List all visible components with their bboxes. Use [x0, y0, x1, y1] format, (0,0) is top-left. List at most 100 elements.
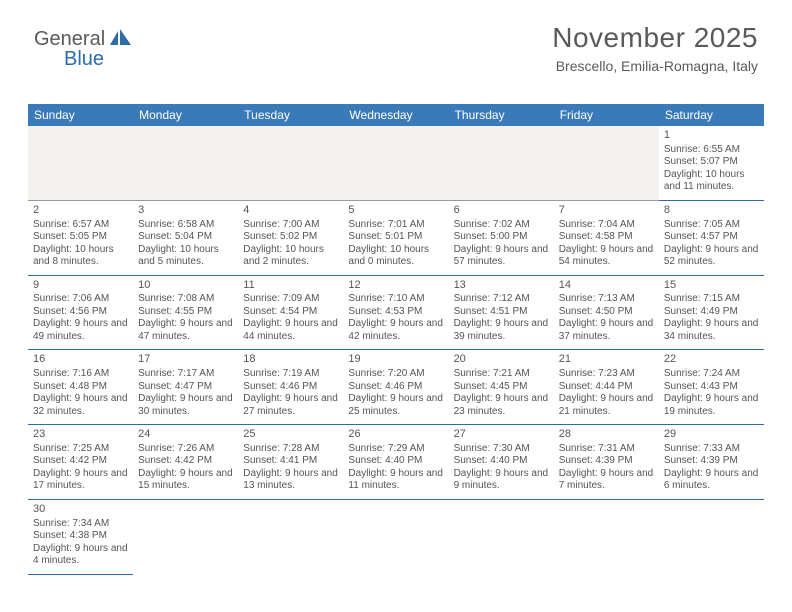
- sunrise-text: Sunrise: 7:17 AM: [138, 368, 233, 381]
- day-number: 13: [454, 279, 549, 293]
- sunset-text: Sunset: 5:01 PM: [348, 231, 443, 244]
- calendar-cell: 15Sunrise: 7:15 AMSunset: 4:49 PMDayligh…: [659, 275, 764, 350]
- calendar-cell: 16Sunrise: 7:16 AMSunset: 4:48 PMDayligh…: [28, 350, 133, 425]
- weekday-header: Friday: [554, 104, 659, 126]
- calendar-row: 9Sunrise: 7:06 AMSunset: 4:56 PMDaylight…: [28, 275, 764, 350]
- calendar-cell-empty: [133, 499, 238, 574]
- day-number: 25: [243, 428, 338, 442]
- day-number: 5: [348, 204, 443, 218]
- calendar-cell: 23Sunrise: 7:25 AMSunset: 4:42 PMDayligh…: [28, 425, 133, 500]
- calendar-cell: 19Sunrise: 7:20 AMSunset: 4:46 PMDayligh…: [343, 350, 448, 425]
- weekday-header: Tuesday: [238, 104, 343, 126]
- day-number: 6: [454, 204, 549, 218]
- calendar-cell: 3Sunrise: 6:58 AMSunset: 5:04 PMDaylight…: [133, 200, 238, 275]
- location-text: Brescello, Emilia-Romagna, Italy: [552, 58, 758, 74]
- sunset-text: Sunset: 4:57 PM: [664, 231, 759, 244]
- sunset-text: Sunset: 4:55 PM: [138, 306, 233, 319]
- day-number: 4: [243, 204, 338, 218]
- calendar-cell: 30Sunrise: 7:34 AMSunset: 4:38 PMDayligh…: [28, 499, 133, 574]
- calendar-cell: 24Sunrise: 7:26 AMSunset: 4:42 PMDayligh…: [133, 425, 238, 500]
- day-number: 16: [33, 353, 128, 367]
- day-number: 21: [559, 353, 654, 367]
- sunrise-text: Sunrise: 7:23 AM: [559, 368, 654, 381]
- daylight-text: Daylight: 9 hours and 19 minutes.: [664, 393, 759, 418]
- calendar-cell-empty: [133, 126, 238, 200]
- day-number: 26: [348, 428, 443, 442]
- calendar-cell: 18Sunrise: 7:19 AMSunset: 4:46 PMDayligh…: [238, 350, 343, 425]
- daylight-text: Daylight: 9 hours and 4 minutes.: [33, 543, 128, 568]
- title-block: November 2025 Brescello, Emilia-Romagna,…: [552, 22, 758, 74]
- calendar-cell: 21Sunrise: 7:23 AMSunset: 4:44 PMDayligh…: [554, 350, 659, 425]
- day-number: 20: [454, 353, 549, 367]
- sunrise-text: Sunrise: 7:25 AM: [33, 443, 128, 456]
- sunset-text: Sunset: 4:46 PM: [243, 381, 338, 394]
- calendar-cell: 29Sunrise: 7:33 AMSunset: 4:39 PMDayligh…: [659, 425, 764, 500]
- sunrise-text: Sunrise: 7:19 AM: [243, 368, 338, 381]
- sunset-text: Sunset: 4:44 PM: [559, 381, 654, 394]
- weekday-header: Sunday: [28, 104, 133, 126]
- sunset-text: Sunset: 4:39 PM: [559, 455, 654, 468]
- sunrise-text: Sunrise: 6:55 AM: [664, 144, 759, 157]
- daylight-text: Daylight: 9 hours and 37 minutes.: [559, 318, 654, 343]
- sunset-text: Sunset: 4:46 PM: [348, 381, 443, 394]
- daylight-text: Daylight: 9 hours and 49 minutes.: [33, 318, 128, 343]
- sunrise-text: Sunrise: 7:13 AM: [559, 293, 654, 306]
- sunset-text: Sunset: 4:43 PM: [664, 381, 759, 394]
- sunrise-text: Sunrise: 7:01 AM: [348, 219, 443, 232]
- day-number: 22: [664, 353, 759, 367]
- sunrise-text: Sunrise: 7:33 AM: [664, 443, 759, 456]
- sunrise-text: Sunrise: 7:08 AM: [138, 293, 233, 306]
- daylight-text: Daylight: 9 hours and 42 minutes.: [348, 318, 443, 343]
- daylight-text: Daylight: 9 hours and 11 minutes.: [348, 468, 443, 493]
- calendar-cell: 28Sunrise: 7:31 AMSunset: 4:39 PMDayligh…: [554, 425, 659, 500]
- sunset-text: Sunset: 4:38 PM: [33, 530, 128, 543]
- sunset-text: Sunset: 4:54 PM: [243, 306, 338, 319]
- daylight-text: Daylight: 9 hours and 30 minutes.: [138, 393, 233, 418]
- calendar-cell-empty: [449, 499, 554, 574]
- day-number: 1: [664, 129, 759, 143]
- daylight-text: Daylight: 10 hours and 8 minutes.: [33, 244, 128, 269]
- sunset-text: Sunset: 4:42 PM: [138, 455, 233, 468]
- sunrise-text: Sunrise: 7:00 AM: [243, 219, 338, 232]
- sunset-text: Sunset: 5:05 PM: [33, 231, 128, 244]
- logo-text-blue: Blue: [64, 48, 104, 71]
- page-title: November 2025: [552, 22, 758, 54]
- sunrise-text: Sunrise: 7:02 AM: [454, 219, 549, 232]
- sunset-text: Sunset: 4:41 PM: [243, 455, 338, 468]
- sunrise-text: Sunrise: 7:28 AM: [243, 443, 338, 456]
- day-number: 29: [664, 428, 759, 442]
- day-number: 23: [33, 428, 128, 442]
- day-number: 3: [138, 204, 233, 218]
- day-number: 27: [454, 428, 549, 442]
- calendar-cell: 7Sunrise: 7:04 AMSunset: 4:58 PMDaylight…: [554, 200, 659, 275]
- calendar-row: 23Sunrise: 7:25 AMSunset: 4:42 PMDayligh…: [28, 425, 764, 500]
- weekday-header: Thursday: [449, 104, 554, 126]
- daylight-text: Daylight: 9 hours and 25 minutes.: [348, 393, 443, 418]
- calendar-cell: 13Sunrise: 7:12 AMSunset: 4:51 PMDayligh…: [449, 275, 554, 350]
- calendar-cell-empty: [554, 126, 659, 200]
- calendar-cell: 25Sunrise: 7:28 AMSunset: 4:41 PMDayligh…: [238, 425, 343, 500]
- sunrise-text: Sunrise: 7:30 AM: [454, 443, 549, 456]
- sunset-text: Sunset: 4:47 PM: [138, 381, 233, 394]
- sunrise-text: Sunrise: 7:09 AM: [243, 293, 338, 306]
- day-number: 10: [138, 279, 233, 293]
- sunset-text: Sunset: 5:04 PM: [138, 231, 233, 244]
- daylight-text: Daylight: 9 hours and 32 minutes.: [33, 393, 128, 418]
- daylight-text: Daylight: 9 hours and 17 minutes.: [33, 468, 128, 493]
- daylight-text: Daylight: 10 hours and 0 minutes.: [348, 244, 443, 269]
- sunset-text: Sunset: 4:45 PM: [454, 381, 549, 394]
- sunrise-text: Sunrise: 7:34 AM: [33, 518, 128, 531]
- sunrise-text: Sunrise: 7:04 AM: [559, 219, 654, 232]
- day-number: 2: [33, 204, 128, 218]
- weekday-header: Saturday: [659, 104, 764, 126]
- calendar-row: 16Sunrise: 7:16 AMSunset: 4:48 PMDayligh…: [28, 350, 764, 425]
- sunset-text: Sunset: 4:58 PM: [559, 231, 654, 244]
- daylight-text: Daylight: 9 hours and 15 minutes.: [138, 468, 233, 493]
- calendar-row: 30Sunrise: 7:34 AMSunset: 4:38 PMDayligh…: [28, 499, 764, 574]
- daylight-text: Daylight: 9 hours and 57 minutes.: [454, 244, 549, 269]
- sunrise-text: Sunrise: 7:21 AM: [454, 368, 549, 381]
- daylight-text: Daylight: 10 hours and 2 minutes.: [243, 244, 338, 269]
- sunrise-text: Sunrise: 7:24 AM: [664, 368, 759, 381]
- day-number: 14: [559, 279, 654, 293]
- sunset-text: Sunset: 4:40 PM: [348, 455, 443, 468]
